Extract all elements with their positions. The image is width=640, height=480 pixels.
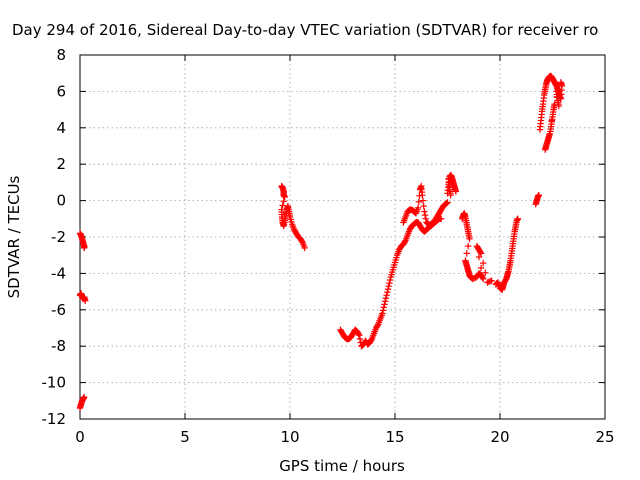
data-point	[401, 238, 408, 246]
data-point	[477, 250, 485, 257]
data-point	[480, 259, 487, 267]
data-point	[452, 188, 460, 195]
x-tick-label: 15	[385, 428, 404, 446]
data-point	[421, 208, 428, 215]
data-point	[379, 307, 387, 314]
data-point	[555, 102, 562, 110]
data-point	[379, 310, 386, 317]
data-point	[81, 244, 88, 252]
x-tick-label: 5	[180, 428, 190, 446]
data-point	[485, 278, 492, 286]
data-point	[384, 285, 392, 293]
data-point	[450, 184, 457, 191]
data-point	[463, 250, 470, 257]
data-point	[475, 253, 483, 261]
axis-ticks	[79, 54, 606, 420]
y-tick-labels: -12 -10 -8 -6 -4 -2 0 2 4 6 8	[42, 46, 67, 428]
data-point	[488, 277, 495, 284]
data-point	[415, 198, 422, 206]
y-tick-label: -4	[51, 264, 66, 282]
data-point	[535, 191, 543, 199]
data-point	[421, 211, 429, 219]
data-point	[477, 264, 485, 272]
x-tick-labels: 0 5 10 15 20 25	[75, 428, 614, 446]
data-point	[438, 215, 445, 222]
data-point	[466, 235, 473, 243]
y-tick-label: -10	[42, 374, 67, 392]
x-tick-label: 0	[75, 428, 85, 446]
data-point	[444, 199, 451, 206]
data-point	[298, 238, 306, 245]
data-point	[280, 198, 287, 205]
x-axis-label: GPS time / hours	[279, 457, 405, 475]
y-tick-label: -6	[51, 301, 66, 319]
data-point	[382, 295, 390, 302]
data-point	[416, 192, 423, 199]
data-point	[487, 278, 494, 285]
y-tick-label: 4	[56, 119, 66, 137]
data-point	[419, 197, 427, 204]
data-point	[557, 79, 565, 86]
data-point	[356, 332, 363, 339]
data-point	[386, 279, 393, 287]
data-point	[422, 215, 429, 222]
data-point	[447, 191, 454, 199]
data-point	[548, 117, 555, 124]
data-point	[382, 298, 389, 305]
y-tick-label: 2	[56, 155, 66, 173]
data-point	[420, 202, 427, 210]
data-point	[419, 191, 426, 199]
data-point	[380, 304, 387, 311]
data-point	[480, 275, 487, 283]
data-points	[76, 72, 566, 412]
chart-title: Day 294 of 2016, Sidereal Day-to-day VTE…	[12, 21, 598, 39]
x-tick-label: 20	[490, 428, 509, 446]
y-tick-label: -2	[51, 228, 66, 246]
data-point	[442, 200, 450, 207]
y-tick-label: -12	[42, 410, 67, 428]
data-point	[279, 202, 286, 209]
data-point	[443, 199, 450, 207]
y-tick-label: 0	[56, 192, 66, 210]
data-point	[546, 131, 553, 139]
data-point	[479, 274, 486, 281]
data-point	[477, 248, 484, 256]
data-point	[464, 242, 472, 250]
data-point	[381, 301, 388, 308]
y-tick-label: 8	[56, 46, 66, 64]
data-point	[514, 215, 522, 222]
data-point	[281, 193, 288, 201]
data-point	[470, 275, 478, 282]
data-point	[368, 336, 375, 344]
x-tick-label: 10	[280, 428, 299, 446]
data-point	[82, 297, 89, 304]
data-point	[384, 289, 391, 296]
data-point	[469, 275, 476, 283]
data-point	[385, 282, 392, 290]
grid	[80, 55, 605, 419]
data-point	[414, 204, 422, 212]
data-point	[301, 244, 308, 252]
data-point	[81, 393, 88, 401]
data-point	[355, 330, 362, 338]
data-point	[356, 335, 364, 343]
data-point	[383, 292, 390, 299]
y-axis-label: SDTVAR / TECUs	[5, 175, 23, 298]
y-tick-label: 6	[56, 82, 66, 100]
data-point	[386, 276, 394, 284]
data-point	[374, 322, 381, 329]
x-tick-label: 25	[595, 428, 614, 446]
data-point	[484, 279, 491, 286]
y-tick-label: -8	[51, 337, 66, 355]
data-point	[482, 269, 489, 276]
